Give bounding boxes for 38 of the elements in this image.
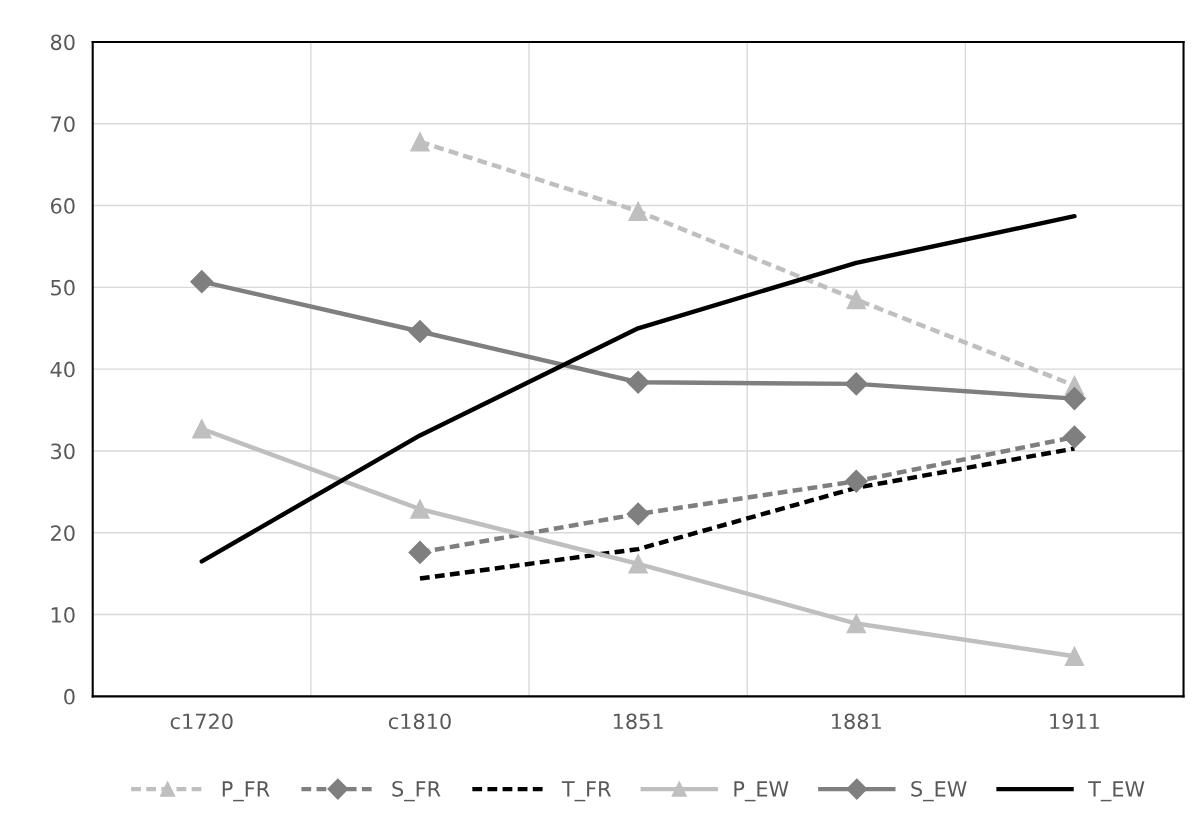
legend-label: S_EW xyxy=(911,780,967,802)
x-tick-label: 1881 xyxy=(832,713,881,730)
point xyxy=(626,370,650,394)
y-tick-label: 20 xyxy=(51,525,75,541)
point xyxy=(408,540,432,564)
point xyxy=(844,469,868,493)
point xyxy=(1064,646,1085,667)
x-tick-label: c1720 xyxy=(170,713,233,730)
point xyxy=(626,502,650,526)
point xyxy=(846,613,867,634)
x-tick-label: 1911 xyxy=(1050,713,1100,730)
point xyxy=(190,270,214,294)
y-tick-label: 50 xyxy=(51,279,75,296)
y-tick-label: 30 xyxy=(51,443,75,460)
x-tick-label: 1851 xyxy=(613,713,663,730)
point xyxy=(192,419,212,439)
y-tick-label: 80 xyxy=(50,34,75,51)
y-tick-label: 10 xyxy=(51,607,75,623)
point xyxy=(844,372,868,396)
y-tick-label: 0 xyxy=(64,688,75,705)
y-tick-label: 40 xyxy=(50,361,75,378)
line-series xyxy=(199,213,1077,564)
legend-label: T_FR xyxy=(561,781,611,802)
y-tick-label: 60 xyxy=(50,198,75,214)
point xyxy=(628,201,648,222)
point xyxy=(410,132,430,152)
legend-label: S_FR xyxy=(392,780,441,802)
x-tick-label: c1810 xyxy=(388,713,451,730)
legend-label: P_EW xyxy=(734,781,789,802)
point xyxy=(628,554,648,574)
point xyxy=(1062,425,1086,449)
y-tick-label: 70 xyxy=(51,116,75,132)
point xyxy=(1062,387,1086,411)
legend-label: T_EW xyxy=(1088,781,1145,802)
point xyxy=(846,289,867,310)
legend-label: P_FR xyxy=(222,781,270,802)
point xyxy=(410,499,430,519)
point xyxy=(408,320,432,344)
